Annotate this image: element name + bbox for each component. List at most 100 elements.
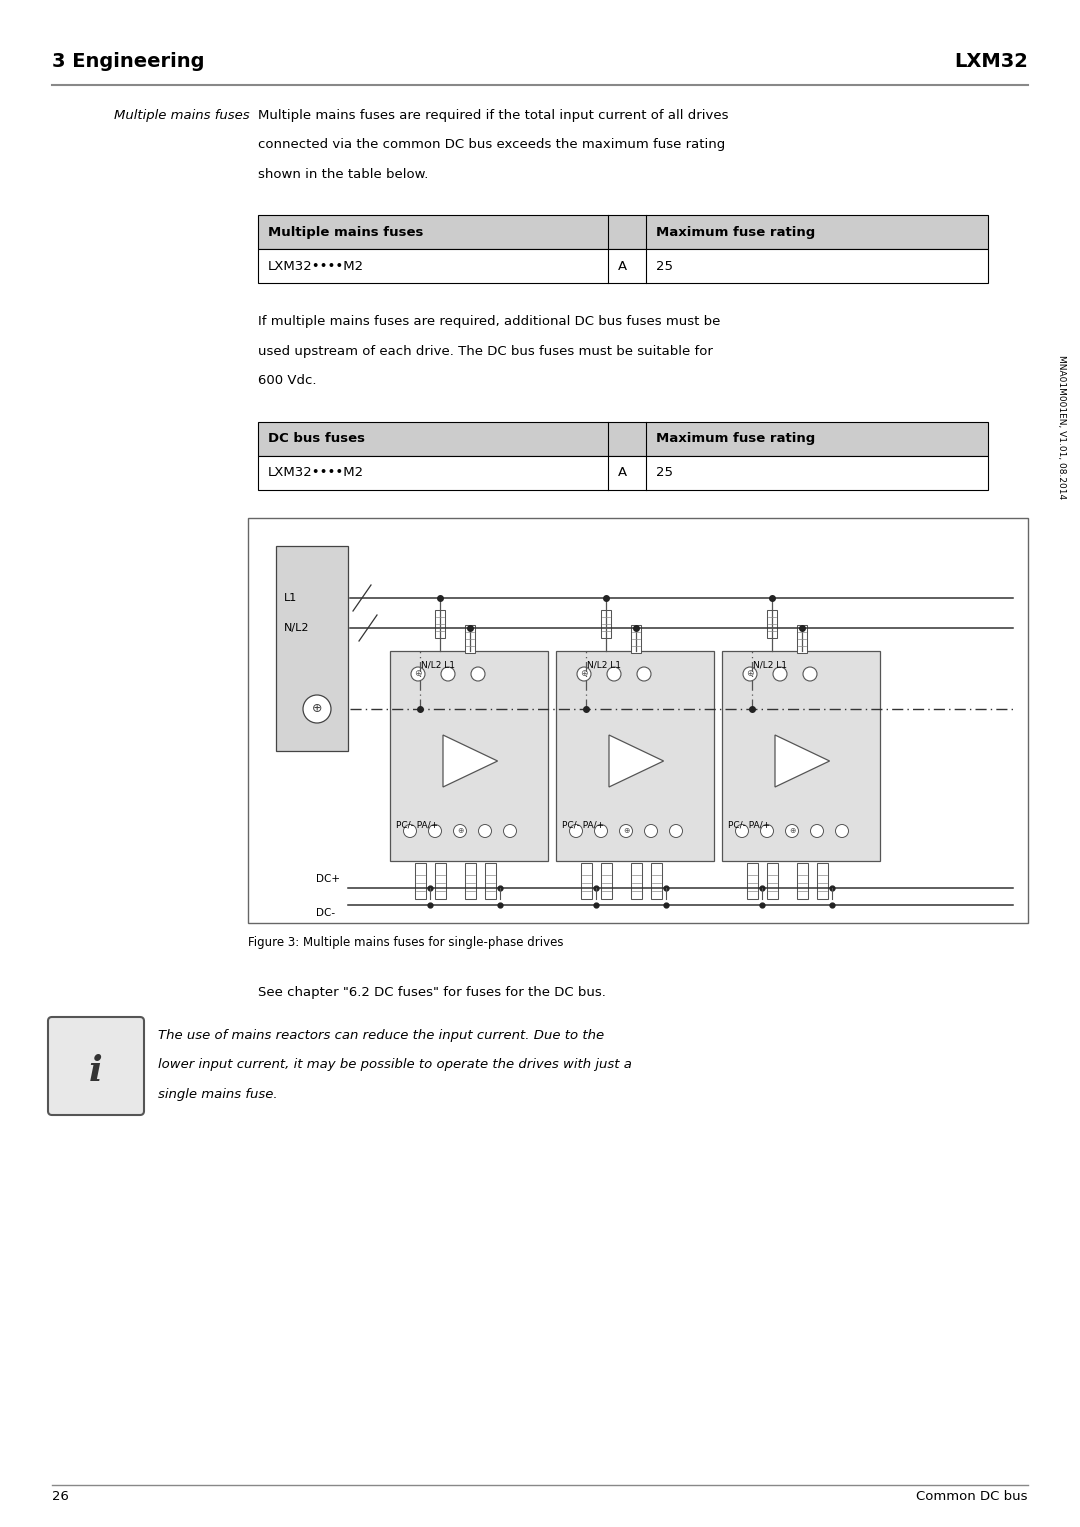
Text: i: i [90,1054,103,1089]
Bar [767,863,778,899]
Text: LXM32: LXM32 [954,52,1028,70]
Bar [258,215,988,249]
Circle shape [637,667,651,681]
Text: Multiple mains fuses: Multiple mains fuses [268,226,423,240]
Text: used upstream of each drive. The DC bus fuses must be suitable for: used upstream of each drive. The DC bus … [258,345,713,357]
Bar [797,863,808,899]
Text: See chapter "6.2 DC fuses" for fuses for the DC bus.: See chapter "6.2 DC fuses" for fuses for… [258,986,606,999]
Text: N/L2: N/L2 [284,623,310,634]
Bar [434,863,446,899]
Circle shape [594,825,608,837]
Text: Maximum fuse rating: Maximum fuse rating [656,226,815,240]
Bar [581,863,592,899]
Text: A: A [618,260,627,273]
Circle shape [429,825,442,837]
Text: N/L2 L1: N/L2 L1 [588,661,621,670]
Bar [258,421,988,457]
Bar [746,863,757,899]
Circle shape [810,825,824,837]
Circle shape [760,825,773,837]
Text: 600 Vdc.: 600 Vdc. [258,374,316,388]
Bar [600,611,611,638]
Circle shape [670,825,683,837]
Text: A: A [618,467,627,479]
Text: DC+: DC+ [316,873,340,884]
Circle shape [804,667,816,681]
Bar [485,863,496,899]
Circle shape [577,667,591,681]
Text: ⊕: ⊕ [415,669,422,678]
Bar [464,863,475,899]
Text: ⊕: ⊕ [746,669,754,678]
Text: DC bus fuses: DC bus fuses [268,432,365,446]
Bar [797,626,807,654]
Text: LXM32••••M2: LXM32••••M2 [268,260,364,273]
Text: 3 Engineering: 3 Engineering [52,52,204,70]
Circle shape [454,825,467,837]
Circle shape [785,825,798,837]
Circle shape [735,825,748,837]
Text: ⊕: ⊕ [312,702,322,716]
Text: The use of mains reactors can reduce the input current. Due to the: The use of mains reactors can reduce the… [158,1029,604,1041]
Text: Multiple mains fuses are required if the total input current of all drives: Multiple mains fuses are required if the… [258,108,729,122]
Circle shape [404,825,417,837]
Circle shape [503,825,516,837]
Text: Multiple mains fuses: Multiple mains fuses [114,108,249,122]
Text: DC-: DC- [316,909,335,918]
Bar [816,863,827,899]
Circle shape [620,825,633,837]
Bar [276,547,348,751]
Bar [631,626,642,654]
Circle shape [773,667,787,681]
Circle shape [836,825,849,837]
Polygon shape [443,734,498,786]
Circle shape [478,825,491,837]
Text: shown in the table below.: shown in the table below. [258,168,429,182]
Circle shape [743,667,757,681]
FancyBboxPatch shape [48,1017,144,1115]
Text: PC/- PA/+: PC/- PA/+ [728,822,770,831]
Text: 25: 25 [656,467,673,479]
Text: lower input current, it may be possible to operate the drives with just a: lower input current, it may be possible … [158,1058,632,1072]
Text: ⊕: ⊕ [457,826,463,835]
Bar [556,651,714,861]
Polygon shape [775,734,829,786]
Bar [723,651,880,861]
Text: If multiple mains fuses are required, additional DC bus fuses must be: If multiple mains fuses are required, ad… [258,316,720,328]
Circle shape [607,667,621,681]
Bar [600,863,611,899]
Circle shape [441,667,455,681]
Bar [435,611,445,638]
Circle shape [303,695,330,722]
Text: N/L2 L1: N/L2 L1 [753,661,787,670]
Text: 25: 25 [656,260,673,273]
Circle shape [645,825,658,837]
Text: ⊕: ⊕ [788,826,795,835]
Text: ⊕: ⊕ [623,826,630,835]
Text: L1: L1 [284,592,297,603]
Bar [631,863,642,899]
Text: connected via the common DC bus exceeds the maximum fuse rating: connected via the common DC bus exceeds … [258,139,726,151]
Polygon shape [609,734,663,786]
Circle shape [411,667,426,681]
Text: single mains fuse.: single mains fuse. [158,1089,278,1101]
Text: Common DC bus: Common DC bus [917,1490,1028,1503]
Bar [767,611,777,638]
Text: LXM32••••M2: LXM32••••M2 [268,467,364,479]
Text: ⊕: ⊕ [580,669,588,678]
Bar [390,651,548,861]
Bar [650,863,662,899]
Bar [415,863,426,899]
Text: Maximum fuse rating: Maximum fuse rating [656,432,815,446]
Text: PC/- PA/+: PC/- PA/+ [562,822,604,831]
Text: 26: 26 [52,1490,69,1503]
Text: N/L2 L1: N/L2 L1 [421,661,455,670]
Bar [258,249,988,284]
Text: Figure 3: Multiple mains fuses for single-phase drives: Figure 3: Multiple mains fuses for singl… [248,936,564,948]
Circle shape [471,667,485,681]
Text: MNA01M001EN, V1.01, 08.2014: MNA01M001EN, V1.01, 08.2014 [1057,354,1067,499]
Bar [465,626,475,654]
Circle shape [569,825,582,837]
Bar [248,518,1028,922]
Bar [258,457,988,490]
